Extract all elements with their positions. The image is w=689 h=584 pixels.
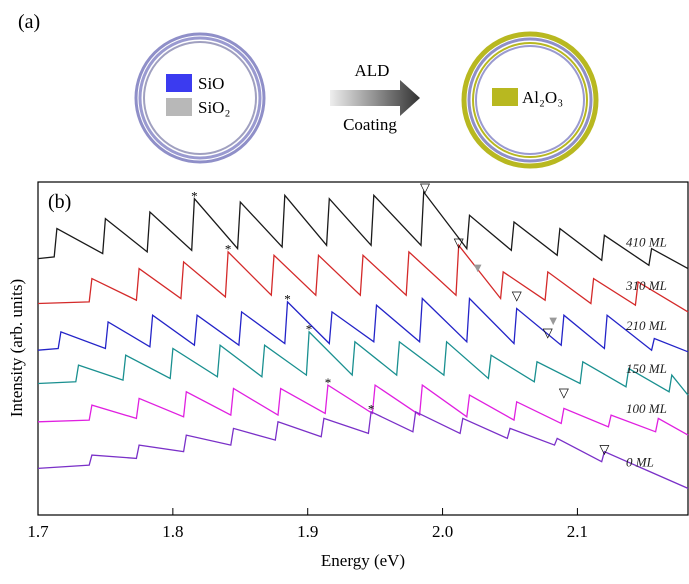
series-label: 310 ML xyxy=(625,278,667,293)
spectrum-line xyxy=(37,410,689,489)
peak-marker: ▽ xyxy=(420,180,430,195)
peak-marker: ▽ xyxy=(599,441,609,456)
legend-label: SiO₂ xyxy=(198,98,230,117)
x-axis-label: Energy (eV) xyxy=(321,551,405,570)
peak-marker: ▽ xyxy=(559,385,569,400)
series-label: 100 ML xyxy=(626,401,667,416)
x-tick-label: 1.8 xyxy=(162,522,183,541)
x-tick-label: 1.9 xyxy=(297,522,318,541)
peak-marker: ▼ xyxy=(471,260,484,275)
legend-swatch xyxy=(492,88,518,106)
plot-frame xyxy=(37,181,689,516)
x-tick-label: 2.1 xyxy=(567,522,588,541)
peak-marker: * xyxy=(284,292,291,307)
spectrum-line xyxy=(37,297,689,353)
legend-swatch xyxy=(166,98,192,116)
series-label: 150 ML xyxy=(626,361,667,376)
ring-before xyxy=(134,32,266,164)
peak-marker: * xyxy=(368,401,375,416)
spectrum-line xyxy=(37,383,689,436)
spectrum-line xyxy=(37,330,689,396)
legend-label: Al₂O₃ xyxy=(522,88,563,107)
spectrum-line xyxy=(37,243,689,313)
series-label: 210 ML xyxy=(626,318,667,333)
series-label: 410 ML xyxy=(626,235,667,250)
peak-marker: ▽ xyxy=(512,288,522,303)
ring-after xyxy=(461,31,599,169)
panel-label: (b) xyxy=(48,191,71,213)
peak-marker: ▼ xyxy=(547,313,560,328)
peak-marker: * xyxy=(225,242,232,257)
peak-marker: * xyxy=(306,322,313,337)
arrow-label: Coating xyxy=(343,115,397,134)
peak-marker: ▽ xyxy=(543,325,553,340)
arrow-label: ALD xyxy=(355,61,390,80)
legend-label: SiO xyxy=(198,74,224,93)
x-tick-label: 1.7 xyxy=(27,522,49,541)
spectrum-line xyxy=(37,190,689,270)
series-label: 0 ML xyxy=(626,454,654,469)
peak-marker: * xyxy=(191,188,198,203)
peak-marker: * xyxy=(325,375,332,390)
y-axis-label: Intensity (arb. units) xyxy=(7,279,26,417)
panel-label: (a) xyxy=(18,11,40,33)
peak-marker: ▽ xyxy=(454,235,464,250)
x-tick-label: 2.0 xyxy=(432,522,453,541)
arrow xyxy=(330,80,420,116)
legend-swatch xyxy=(166,74,192,92)
